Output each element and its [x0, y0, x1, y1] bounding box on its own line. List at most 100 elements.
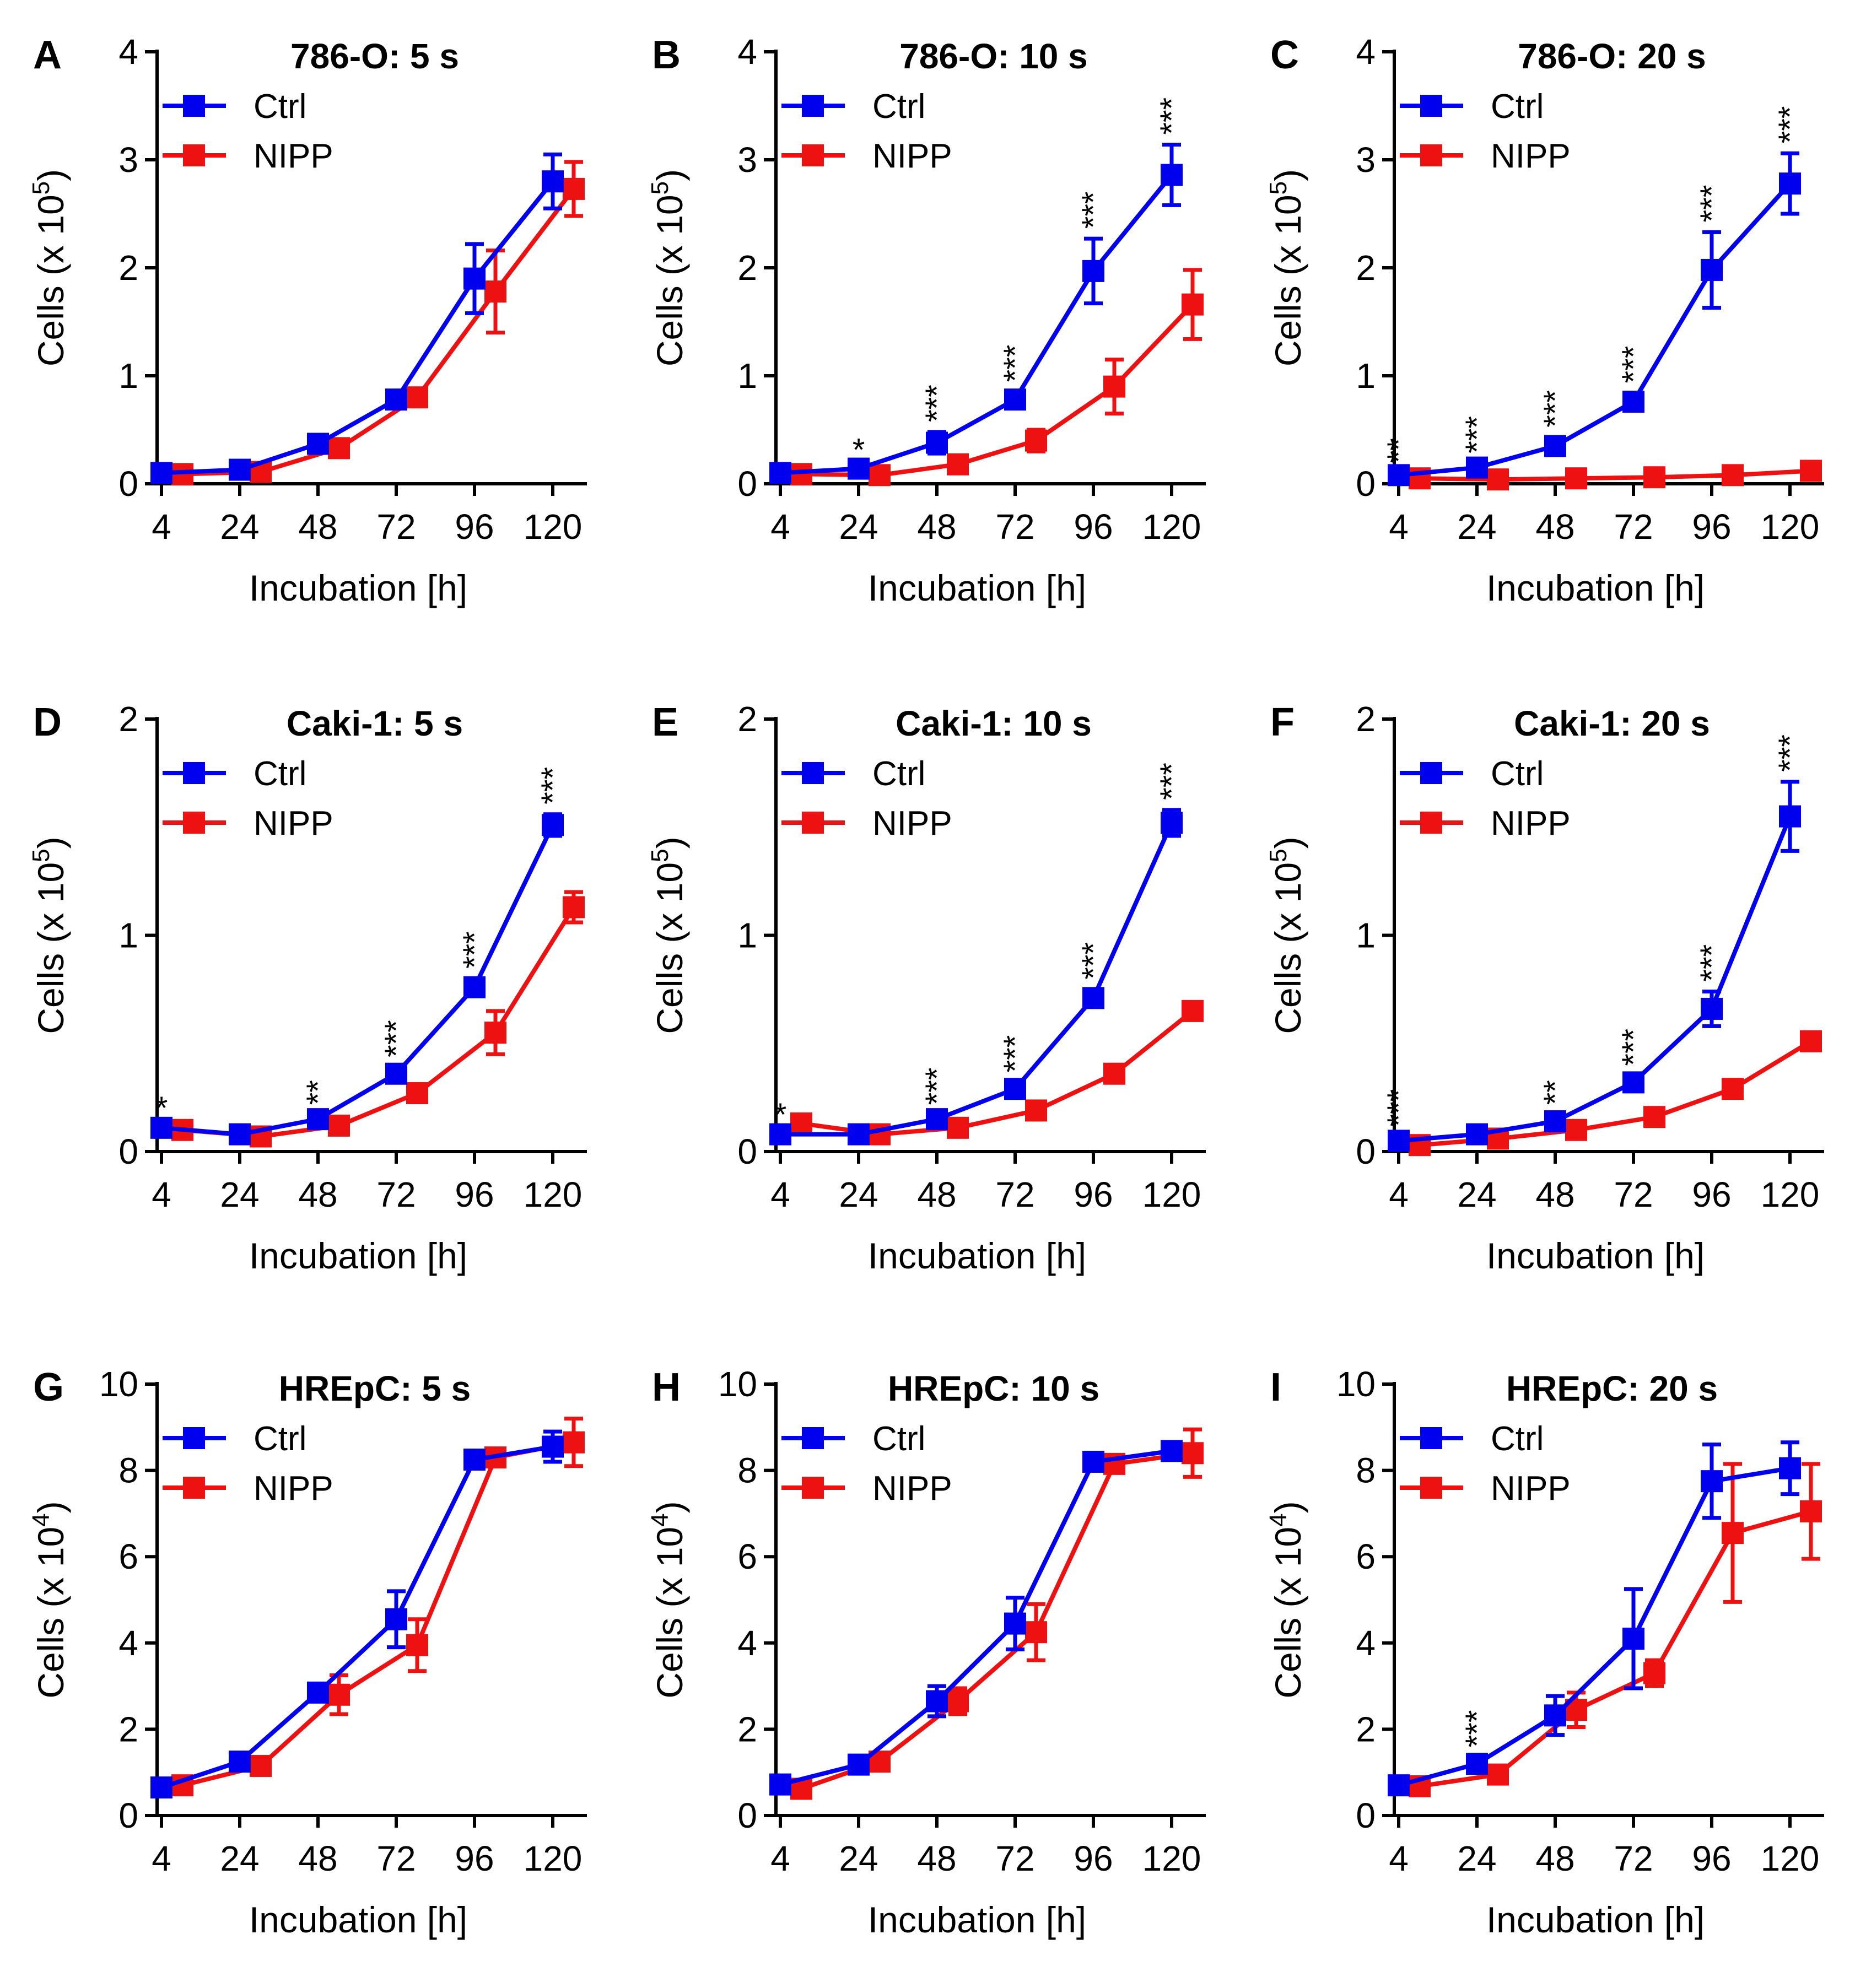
y-tick-label-b-4: 4 [737, 32, 757, 72]
data-point-ctrl-d-0 [150, 1116, 172, 1139]
data-point-nipp-c-5 [1800, 460, 1822, 482]
data-point-ctrl-g-1 [229, 1751, 251, 1773]
data-point-ctrl-i-1 [1466, 1753, 1488, 1775]
data-point-ctrl-g-5 [542, 1435, 564, 1458]
y-tick-label-h-3: 6 [737, 1537, 757, 1576]
x-tick-label-a-0: 4 [152, 507, 171, 547]
data-point-ctrl-c-3 [1622, 391, 1644, 413]
series-line-nipp-d [182, 906, 576, 1139]
significance-c-3: *** [1616, 346, 1652, 383]
legend-label-ctrl-f: Ctrl [1491, 755, 1544, 793]
x-tick-label-i-3: 72 [1614, 1839, 1653, 1878]
legend-marker-nipp-i [1420, 1477, 1442, 1499]
chart-title-i: HREpC: 20 s [1506, 1369, 1718, 1408]
series-line-nipp-e [801, 1009, 1194, 1137]
significance-c-0: ** [1381, 438, 1417, 463]
significance-b-0: * [853, 433, 865, 468]
significance-c-4: *** [1694, 185, 1730, 223]
chart-title-a: 786-O: 5 s [290, 36, 459, 76]
x-tick-label-a-4: 96 [455, 507, 494, 547]
x-tick-label-d-4: 96 [455, 1175, 494, 1214]
y-tick-label-i-3: 6 [1356, 1537, 1376, 1576]
y-axis-label-a: Cells (x 105) [28, 169, 71, 366]
legend-label-ctrl-i: Ctrl [1491, 1420, 1544, 1458]
series-line-ctrl-h [780, 1449, 1172, 1787]
significance-f-1: ** [1538, 1080, 1573, 1105]
significance-i-0: *** [1459, 1710, 1495, 1748]
data-point-nipp-h-5 [1182, 1442, 1204, 1465]
data-point-nipp-i-5 [1800, 1500, 1822, 1522]
legend-marker-ctrl-b [802, 95, 824, 117]
legend-marker-ctrl-i [1420, 1427, 1442, 1449]
data-point-nipp-e-3 [1025, 1099, 1047, 1122]
significance-f-2: *** [1616, 1029, 1652, 1066]
legend-label-nipp-e: NIPP [872, 804, 952, 842]
x-tick-label-e-3: 72 [995, 1175, 1034, 1214]
y-tick-label-i-2: 4 [1356, 1623, 1376, 1663]
data-point-ctrl-e-1 [848, 1123, 870, 1146]
legend-label-ctrl-e: Ctrl [872, 755, 925, 793]
panel-b: B 786-O: 10 s 0 1 2 3 4 4 24 48 72 96 120 Incubation … [646, 32, 1206, 608]
data-point-nipp-f-4 [1722, 1078, 1744, 1100]
y-tick-label-e-2: 2 [737, 699, 757, 739]
significance-b-3: *** [1076, 191, 1112, 229]
series-line-ctrl-c [1398, 182, 1792, 478]
legend-marker-nipp-b [802, 144, 824, 166]
chart-title-g: HREpC: 5 s [279, 1369, 471, 1408]
y-tick-label-a-4: 4 [118, 32, 138, 72]
data-point-ctrl-b-4 [1082, 260, 1104, 282]
y-tick-label-g-0: 0 [118, 1796, 138, 1835]
x-tick-label-e-5: 120 [1142, 1175, 1201, 1214]
x-tick-label-b-5: 120 [1142, 507, 1201, 547]
legend-label-nipp-g: NIPP [254, 1470, 333, 1508]
x-tick-label-h-1: 24 [839, 1839, 878, 1878]
x-tick-label-i-0: 4 [1389, 1839, 1409, 1878]
data-point-ctrl-h-5 [1161, 1440, 1183, 1462]
y-tick-label-b-0: 0 [737, 464, 757, 504]
data-point-ctrl-c-1 [1466, 456, 1488, 479]
x-tick-label-a-1: 24 [220, 507, 259, 547]
x-axis-label-d: Incubation [h] [249, 1235, 467, 1276]
data-point-ctrl-i-0 [1388, 1774, 1410, 1797]
x-tick-label-b-2: 48 [917, 507, 956, 547]
data-point-nipp-b-4 [1103, 375, 1125, 398]
significance-c-5: *** [1772, 106, 1808, 144]
significance-d-3: *** [457, 931, 493, 969]
data-point-ctrl-f-2 [1544, 1110, 1566, 1133]
y-tick-label-i-0: 0 [1356, 1796, 1376, 1835]
data-point-ctrl-b-5 [1161, 164, 1183, 186]
x-tick-label-f-3: 72 [1614, 1175, 1653, 1214]
x-tick-label-h-3: 72 [995, 1839, 1034, 1878]
x-tick-label-h-4: 96 [1074, 1839, 1113, 1878]
data-point-ctrl-a-0 [150, 462, 172, 484]
data-point-nipp-e-2 [947, 1116, 969, 1139]
significance-e-2: *** [997, 1035, 1033, 1073]
data-point-nipp-e-0 [790, 1112, 812, 1135]
x-tick-label-c-5: 120 [1761, 507, 1820, 547]
data-point-ctrl-a-5 [542, 170, 564, 193]
data-point-ctrl-d-1 [229, 1123, 251, 1146]
y-tick-label-g-1: 2 [118, 1709, 138, 1749]
data-point-nipp-i-3 [1643, 1662, 1665, 1684]
data-point-ctrl-g-3 [385, 1608, 407, 1630]
legend-marker-nipp-a [183, 144, 205, 166]
chart-title-h: HREpC: 10 s [888, 1369, 1099, 1408]
legend-marker-nipp-d [183, 812, 205, 834]
x-tick-label-c-0: 4 [1389, 507, 1409, 547]
significance-b-2: *** [997, 345, 1033, 382]
panel-a: A 786-O: 5 s 0 1 2 3 4 4 24 48 72 96 120 Incubation [… [28, 32, 587, 608]
data-point-nipp-d-4 [484, 1022, 506, 1044]
data-point-ctrl-e-3 [1004, 1078, 1026, 1100]
data-point-ctrl-c-2 [1544, 435, 1566, 457]
y-tick-label-c-4: 4 [1356, 32, 1376, 72]
chart-title-f: Caki-1: 20 s [1514, 704, 1710, 743]
series-line-nipp-h [800, 1451, 1193, 1791]
legend-marker-ctrl-g [183, 1427, 205, 1449]
x-tick-label-g-0: 4 [152, 1839, 171, 1878]
significance-b-4: *** [1154, 98, 1190, 135]
data-point-nipp-a-3 [406, 386, 428, 409]
